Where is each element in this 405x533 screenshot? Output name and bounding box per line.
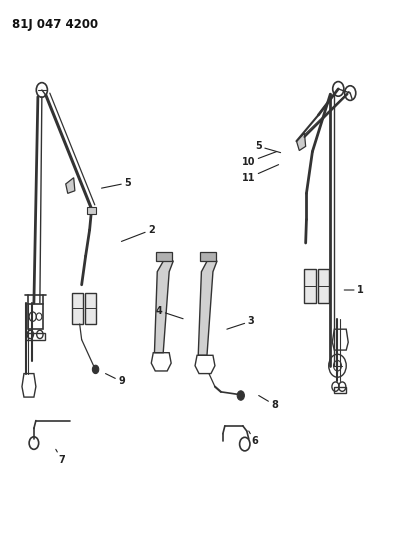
Text: 8: 8 [258,395,277,410]
Bar [28,304,43,329]
Text: 1: 1 [343,285,362,295]
Circle shape [237,391,244,400]
Text: 4: 4 [156,306,183,319]
Bar [85,293,96,324]
Bar [156,252,172,261]
Bar [87,207,95,214]
Bar [26,333,45,340]
Text: 3: 3 [226,317,254,329]
Text: 81J 047 4200: 81J 047 4200 [12,19,98,31]
Bar [72,293,83,324]
Polygon shape [198,256,216,356]
Text: 6: 6 [248,431,258,447]
Bar [200,252,215,261]
Circle shape [92,365,98,374]
Text: 9: 9 [105,374,124,386]
Text: 2: 2 [121,225,154,241]
Text: 7: 7 [55,449,65,465]
Text: 5: 5 [101,178,130,188]
Polygon shape [154,256,173,353]
Text: 10: 10 [241,151,276,167]
Bar [333,386,345,393]
Bar [304,269,315,303]
Bar [317,269,328,303]
Polygon shape [66,177,75,193]
Text: 5: 5 [255,141,280,152]
Polygon shape [296,133,305,150]
Text: 11: 11 [241,165,278,183]
